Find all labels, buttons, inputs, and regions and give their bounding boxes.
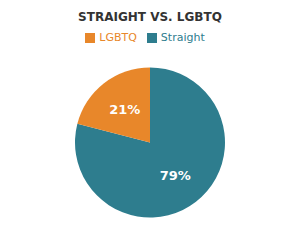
html-text:STRAIGHT VS. LGBTQ: STRAIGHT VS. LGBTQ <box>78 10 222 24</box>
svg-text:21%: 21% <box>109 102 140 117</box>
html-text:LGBTQ: LGBTQ <box>99 31 137 44</box>
html-text:Straight: Straight <box>160 31 205 44</box>
svg-text:79%: 79% <box>160 168 191 183</box>
